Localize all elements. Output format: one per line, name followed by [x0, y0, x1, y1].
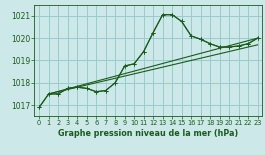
- X-axis label: Graphe pression niveau de la mer (hPa): Graphe pression niveau de la mer (hPa): [58, 129, 238, 138]
